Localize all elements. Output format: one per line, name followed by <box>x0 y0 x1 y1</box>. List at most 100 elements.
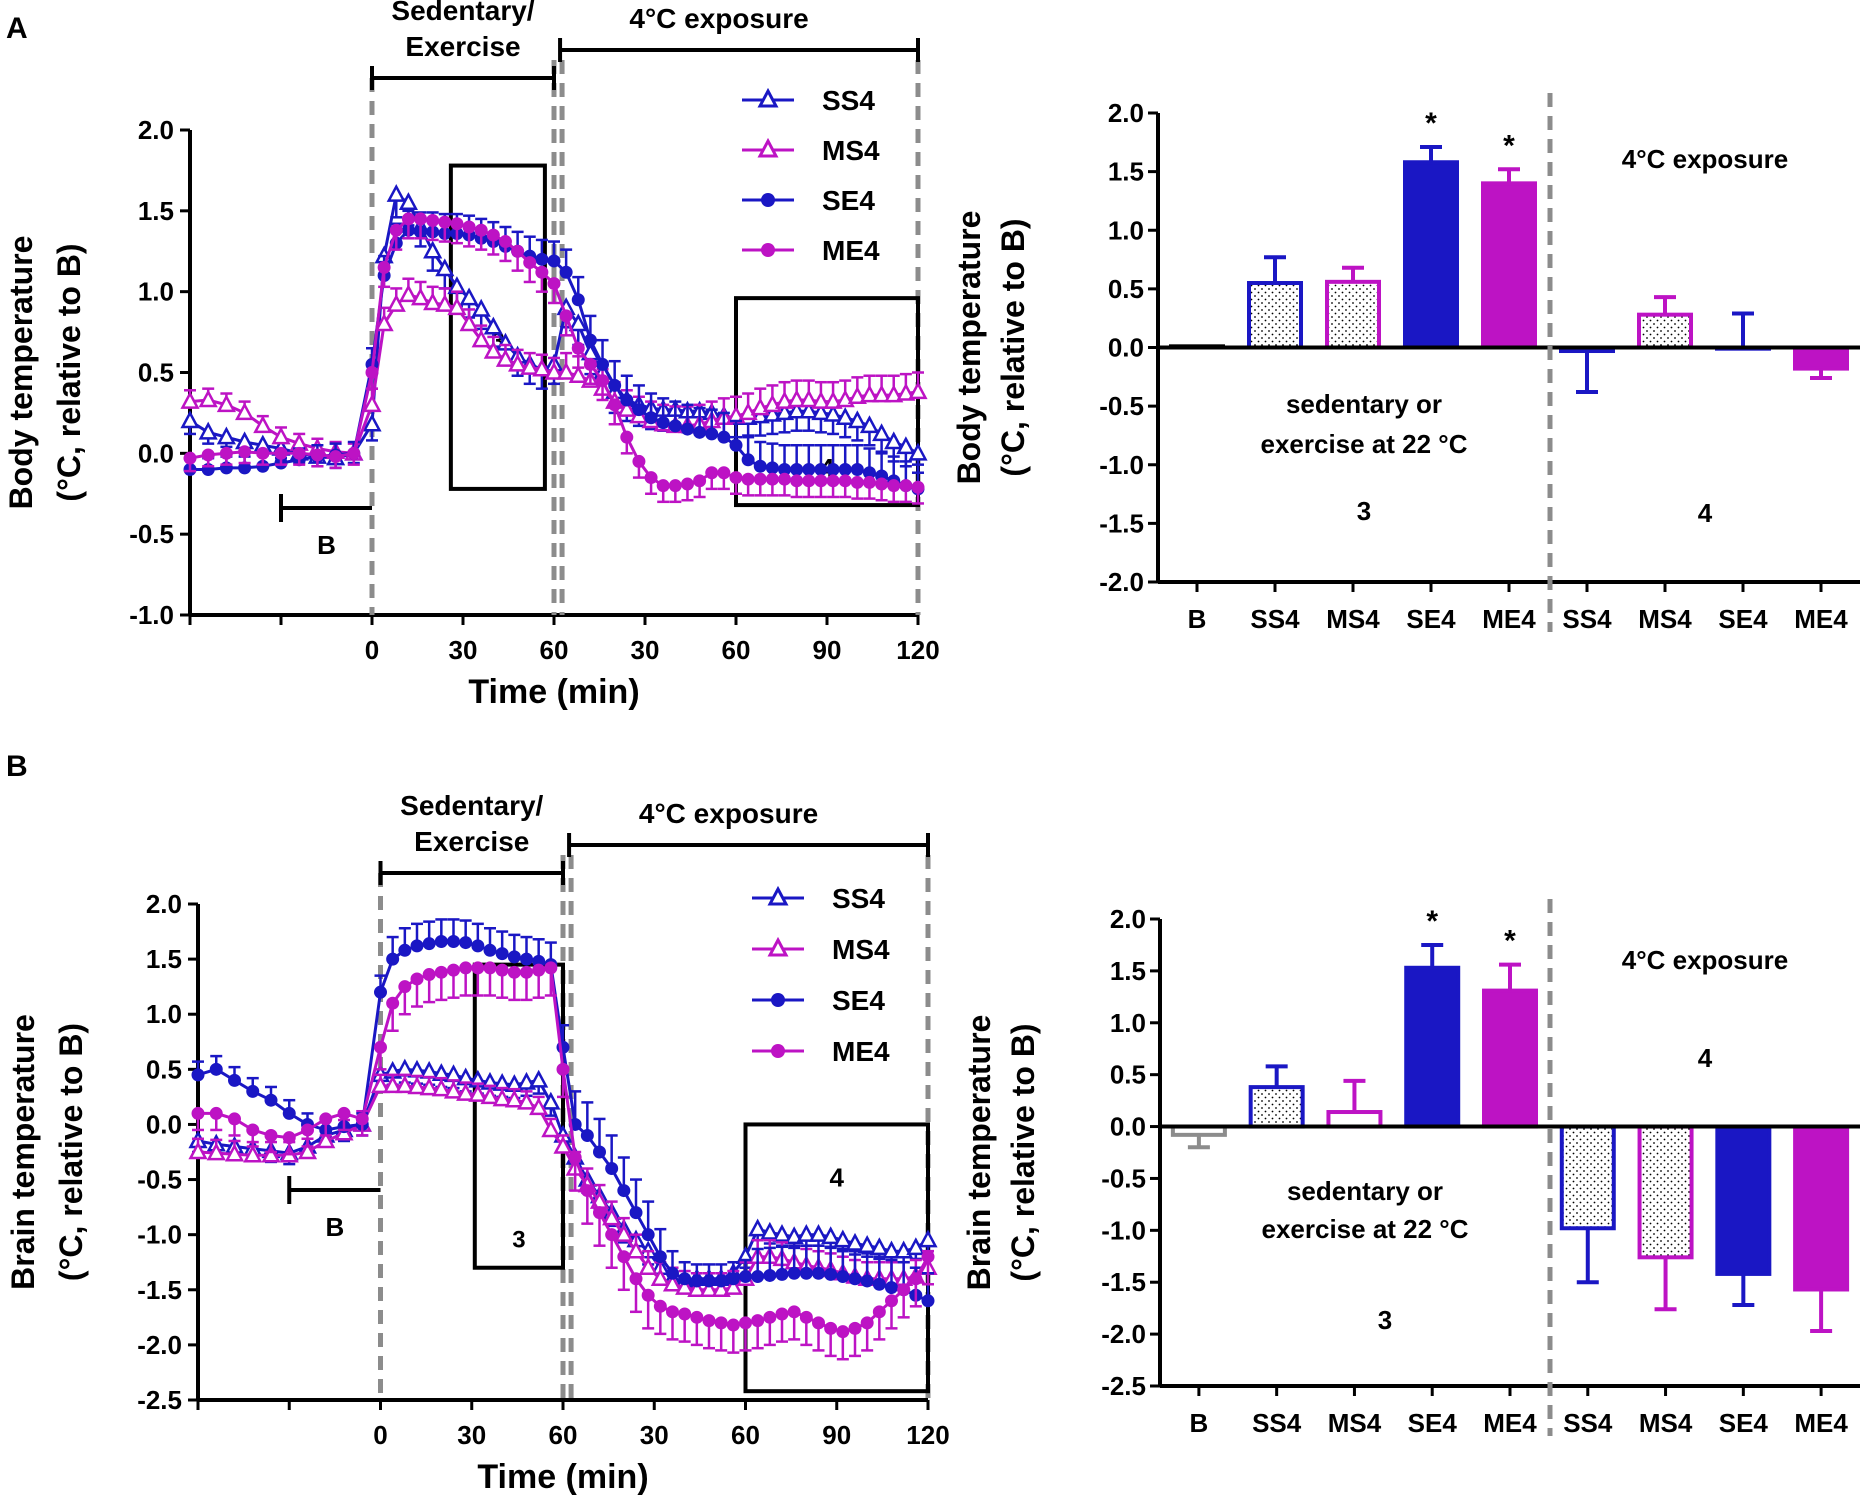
data-point <box>329 450 343 464</box>
bar-ss4 <box>1559 1124 1616 1231</box>
data-point <box>216 426 236 445</box>
data-point <box>629 1206 643 1220</box>
x-tick-label: SE4 <box>1408 1408 1458 1438</box>
data-point <box>693 474 707 488</box>
x-tick-label: 90 <box>822 1420 851 1450</box>
chart-body-temperature-timecourse: -1.0 -0.5 0.0 0.5 1.0 1.5 2.0 0 30 60 30 60 90 120 Tim… <box>3 0 940 711</box>
legend-item-ss4: SS4 <box>752 883 885 914</box>
y-axis-label-units: (°C, relative to B) <box>995 218 1031 476</box>
data-point <box>434 934 448 948</box>
data-point <box>753 459 767 473</box>
data-point <box>507 950 521 964</box>
data-point <box>711 1279 731 1298</box>
y-tick-label: -2.5 <box>137 1385 182 1415</box>
panel-letter-a: A <box>6 12 28 45</box>
data-point <box>198 389 218 408</box>
y-tick-label: 1.5 <box>1110 956 1146 986</box>
data-point <box>541 1091 561 1110</box>
data-point <box>887 479 901 493</box>
group-number-3: 3 <box>1357 496 1371 526</box>
data-point <box>556 361 576 380</box>
data-point <box>426 214 440 228</box>
data-point <box>216 394 236 413</box>
x-tick-label: ME4 <box>1483 1408 1537 1438</box>
data-point <box>885 1294 898 1308</box>
data-point <box>583 357 597 371</box>
data-point <box>523 256 537 270</box>
data-point <box>468 1084 488 1102</box>
group-number-4: 4 <box>1698 498 1713 528</box>
data-point <box>319 1112 333 1126</box>
data-point <box>862 475 876 489</box>
data-point <box>228 1112 241 1126</box>
data-point <box>847 386 867 404</box>
data-point <box>556 1062 570 1076</box>
legend-marker <box>757 137 779 158</box>
y-tick-label: -1.5 <box>137 1275 182 1305</box>
data-point <box>438 215 452 229</box>
data-point <box>395 1075 415 1094</box>
bar-me4 <box>1482 988 1538 1129</box>
x-tick-label: SE4 <box>1719 1408 1769 1438</box>
x-tick-label: SE4 <box>1718 604 1768 634</box>
data-point <box>741 472 755 486</box>
data-point <box>802 463 816 476</box>
data-point <box>447 934 460 948</box>
data-point <box>885 1281 898 1295</box>
data-point <box>483 340 503 359</box>
y-tick-label: 0.5 <box>1108 274 1144 304</box>
data-point <box>760 1221 780 1240</box>
data-point <box>687 1279 707 1298</box>
y-tick-label: -2.5 <box>1101 1371 1146 1401</box>
data-point <box>410 287 431 306</box>
x-tick-label: SS4 <box>1252 1408 1302 1438</box>
data-point <box>407 1076 427 1095</box>
phase-label-cold-exposure: 4°C exposure <box>629 3 808 34</box>
data-point <box>568 1151 582 1165</box>
y-tick-label: 1.5 <box>146 944 182 974</box>
data-point <box>632 403 646 417</box>
data-point <box>580 1184 594 1198</box>
data-point <box>799 1310 813 1324</box>
data-point <box>775 1267 789 1281</box>
data-point <box>238 445 252 459</box>
data-point <box>355 1112 369 1126</box>
chart-brain-temperature-bars: -2.5 -2.0 -1.5 -1.0 -0.5 0.0 0.5 1.0 1.5 2.0 B SS4 M… <box>961 899 1860 1438</box>
legend-label: SE4 <box>832 985 885 1016</box>
y-tick-label: 2.0 <box>138 115 174 145</box>
data-point <box>547 254 561 268</box>
data-point <box>823 403 843 422</box>
data-point <box>848 1321 862 1335</box>
data-point <box>370 1075 391 1094</box>
data-point <box>668 479 682 493</box>
x-tick-label: MS4 <box>1326 604 1380 634</box>
data-point <box>620 430 634 444</box>
y-tick-label: -2.0 <box>1099 567 1144 597</box>
data-point <box>723 1276 743 1295</box>
data-point <box>790 463 804 476</box>
group-number-4: 4 <box>1698 1043 1713 1073</box>
data-point <box>850 463 864 476</box>
data-point <box>292 446 306 460</box>
legend-label: MS4 <box>832 934 890 965</box>
group-label-sedentary: sedentary or <box>1287 1176 1443 1206</box>
data-point <box>253 415 273 434</box>
data-point <box>209 1106 223 1120</box>
data-point <box>471 939 485 953</box>
y-axis-label-units: (°C, relative to B) <box>1005 1023 1041 1281</box>
data-point <box>650 1268 670 1287</box>
y-tick-label: 0.0 <box>146 1109 182 1139</box>
phase-label-exercise: Exercise <box>405 31 520 62</box>
legend-label: MS4 <box>822 135 880 166</box>
data-point <box>297 1141 318 1160</box>
data-point <box>435 293 455 312</box>
data-point <box>508 353 528 372</box>
x-tick-label: 60 <box>540 635 569 665</box>
data-point <box>431 1078 451 1097</box>
data-point <box>544 361 564 380</box>
data-point <box>180 390 200 409</box>
data-point <box>337 1106 351 1120</box>
data-point <box>909 1272 923 1286</box>
data-point <box>389 223 403 237</box>
y-tick-label: -0.5 <box>129 519 174 549</box>
